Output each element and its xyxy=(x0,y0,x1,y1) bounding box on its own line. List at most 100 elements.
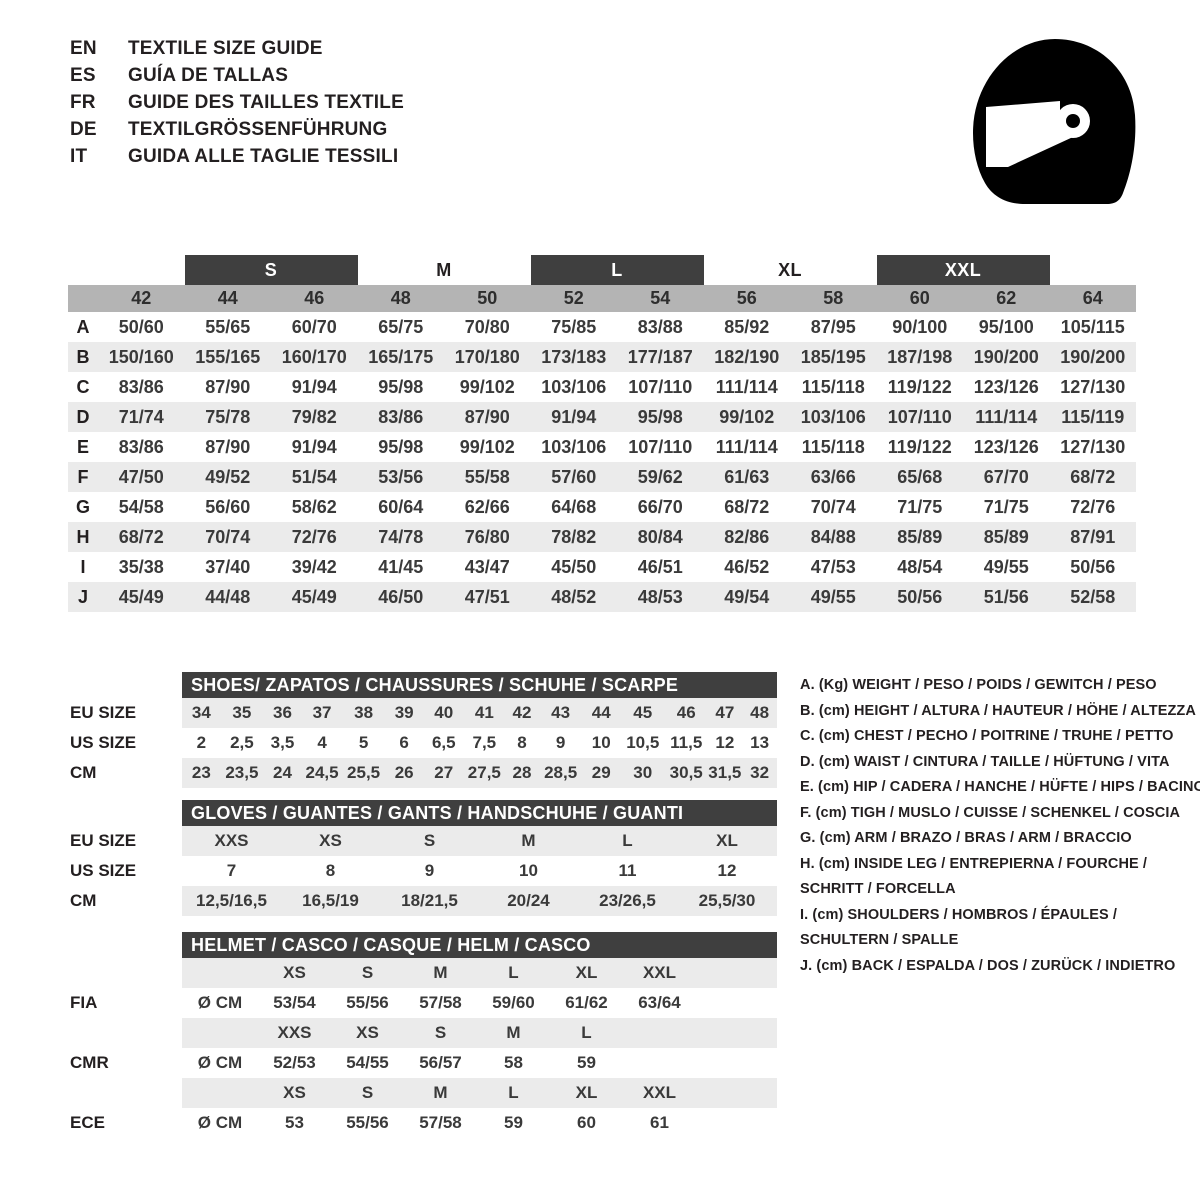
table-cell: 4 xyxy=(317,733,327,752)
table-row: I 35/38 37/40 39/42 41/45 43/47 45/50 46/51 46/5… xyxy=(68,552,1136,582)
sub-tables: SHOES/ ZAPATOS / CHAUSSURES / SCHUHE / S… xyxy=(70,672,785,1138)
size-column-header: 64 xyxy=(1082,288,1103,308)
table-cell: 25,5/30 xyxy=(698,891,756,910)
size-band-empty xyxy=(1050,255,1137,285)
table-cell: 70/80 xyxy=(464,316,510,337)
table-cell: 25,5 xyxy=(347,763,381,782)
title-row: DE TEXTILGRÖSSENFÜHRUNG xyxy=(70,119,404,146)
table-row: FIA Ø CM 53/54 55/56 57/58 59/60 61/62 63/64 xyxy=(70,988,785,1018)
size-column-header: 60 xyxy=(909,288,930,308)
table-row: EU SIZE XXS XS S M L XL xyxy=(70,826,785,856)
main-table-body: A 50/60 55/65 60/70 65/75 70/80 75/85 83/88 85/9… xyxy=(68,312,1136,612)
table-cell: 47/53 xyxy=(810,556,856,577)
table-row: J 45/49 44/48 45/49 46/50 47/51 48/52 48/53 49/5… xyxy=(68,582,1136,612)
table-cell: 45/49 xyxy=(118,586,164,607)
table-cell: 11 xyxy=(618,861,637,880)
table-cell: 75/78 xyxy=(205,406,251,427)
helmet-size-label: XXL xyxy=(642,963,677,982)
band-spacer xyxy=(68,255,98,285)
title-row: EN TEXTILE SIZE GUIDE xyxy=(70,38,404,65)
table-cell: 63/64 xyxy=(638,993,681,1012)
table-cell: 82/86 xyxy=(724,526,770,547)
table-cell: 7 xyxy=(226,861,237,880)
shoes-row-label: CM xyxy=(70,763,97,782)
helmet-size-label: M xyxy=(433,963,448,982)
table-cell: 35 xyxy=(232,703,252,722)
table-cell: 30 xyxy=(633,763,653,782)
title-text: TEXTILE SIZE GUIDE xyxy=(128,38,323,59)
legend-line: G. (cm) ARM / BRAZO / BRAS / ARM / BRACC… xyxy=(800,830,1132,846)
table-cell: 55/56 xyxy=(346,1113,389,1132)
helmet-unit-label: Ø CM xyxy=(197,1053,243,1072)
table-cell: 123/126 xyxy=(973,376,1039,397)
table-cell: 65/75 xyxy=(378,316,424,337)
table-cell: 160/170 xyxy=(281,346,347,367)
table-cell: 49/52 xyxy=(205,466,251,487)
table-cell: 59/60 xyxy=(492,993,535,1012)
table-cell: 6 xyxy=(399,733,409,752)
table-row: B 150/160 155/165 160/170 165/175 170/180 173/… xyxy=(68,342,1136,372)
table-cell: 46/51 xyxy=(637,556,683,577)
shoes-row-label: EU SIZE xyxy=(70,703,137,722)
shoes-table-title: SHOES/ ZAPATOS / CHAUSSURES / SCHUHE / S… xyxy=(182,672,777,698)
table-cell: 95/98 xyxy=(378,436,424,457)
table-cell: 40 xyxy=(434,703,454,722)
table-cell: 79/82 xyxy=(291,406,337,427)
table-cell: 52/58 xyxy=(1070,586,1116,607)
helmet-size-label: XS xyxy=(356,1023,379,1042)
table-cell: 57/58 xyxy=(419,993,462,1012)
size-column-header: 44 xyxy=(217,288,238,308)
table-cell: 111/114 xyxy=(975,406,1038,427)
table-row: CMR Ø CM 52/53 54/55 56/57 58 59 xyxy=(70,1048,785,1078)
table-row: CM 23 23,5 24 24,5 25,5 26 27 27,5 28 28,5 29 30 30,5… xyxy=(70,758,785,788)
table-cell: 150/160 xyxy=(108,346,174,367)
measurement-row-label: J xyxy=(77,586,88,607)
legend-line: B. (cm) HEIGHT / ALTURA / HAUTEUR / HÖHE… xyxy=(800,702,1196,719)
measurement-row-label: B xyxy=(76,346,90,367)
table-cell: 8 xyxy=(517,733,527,752)
table-cell: 185/195 xyxy=(800,346,866,367)
table-cell: 43/47 xyxy=(464,556,510,577)
helmet-table-title: HELMET / CASCO / CASQUE / HELM / CASCO xyxy=(182,932,777,958)
table-cell: 59 xyxy=(504,1113,523,1132)
table-cell: 29 xyxy=(591,763,611,782)
legend-line: C. (cm) CHEST / PECHO / POITRINE / TRUHE… xyxy=(800,728,1174,744)
title-text: GUIDE DES TAILLES TEXTILE xyxy=(128,92,404,113)
table-cell: 119/122 xyxy=(887,376,952,397)
table-cell: 59 xyxy=(577,1053,596,1072)
helmet-size-header-row: XS S M L XL XXL xyxy=(70,958,785,988)
gloves-row-values: 12,5/16,5 16,5/19 18/21,5 20/24 23/26,5 25,5/… xyxy=(182,886,777,916)
table-cell: 87/90 xyxy=(464,406,510,427)
size-column-header: 48 xyxy=(390,288,411,308)
helmet-size-label: XXL xyxy=(642,1083,677,1102)
title-language-code: EN xyxy=(70,38,97,59)
table-cell: 165/175 xyxy=(368,346,434,367)
gloves-row-label: EU SIZE xyxy=(70,831,137,850)
table-row: G 54/58 56/60 58/62 60/64 62/66 64/68 66/70 68/7… xyxy=(68,492,1136,522)
helmet-standard-label: FIA xyxy=(70,993,98,1012)
table-cell: 64/68 xyxy=(551,496,597,517)
measurement-row-label: A xyxy=(76,316,90,337)
table-cell: 35/38 xyxy=(118,556,164,577)
table-cell: 68/72 xyxy=(118,526,164,547)
helmet-size-label: S xyxy=(361,963,374,982)
table-cell: 107/110 xyxy=(887,406,952,427)
table-cell: 127/130 xyxy=(1060,436,1126,457)
table-cell: 68/72 xyxy=(1070,466,1116,487)
title-text: GUÍA DE TALLAS xyxy=(128,65,289,86)
table-cell: 47 xyxy=(715,703,735,722)
table-cell: 46 xyxy=(676,703,696,722)
table-cell: XS xyxy=(319,831,342,850)
table-cell: 52/53 xyxy=(273,1053,316,1072)
gloves-row-values: 7 8 9 10 11 12 xyxy=(182,856,777,886)
table-cell: 49/55 xyxy=(810,586,856,607)
table-cell: 30,5 xyxy=(669,763,703,782)
table-cell: 7,5 xyxy=(472,733,497,752)
helmet-size-label: M xyxy=(433,1083,448,1102)
table-cell: 44/48 xyxy=(205,586,251,607)
table-cell: 71/75 xyxy=(983,496,1029,517)
table-row: E 83/86 87/90 91/94 95/98 99/102 103/106 107/11… xyxy=(68,432,1136,462)
table-cell: 51/56 xyxy=(983,586,1029,607)
size-column-header: 42 xyxy=(131,288,152,308)
